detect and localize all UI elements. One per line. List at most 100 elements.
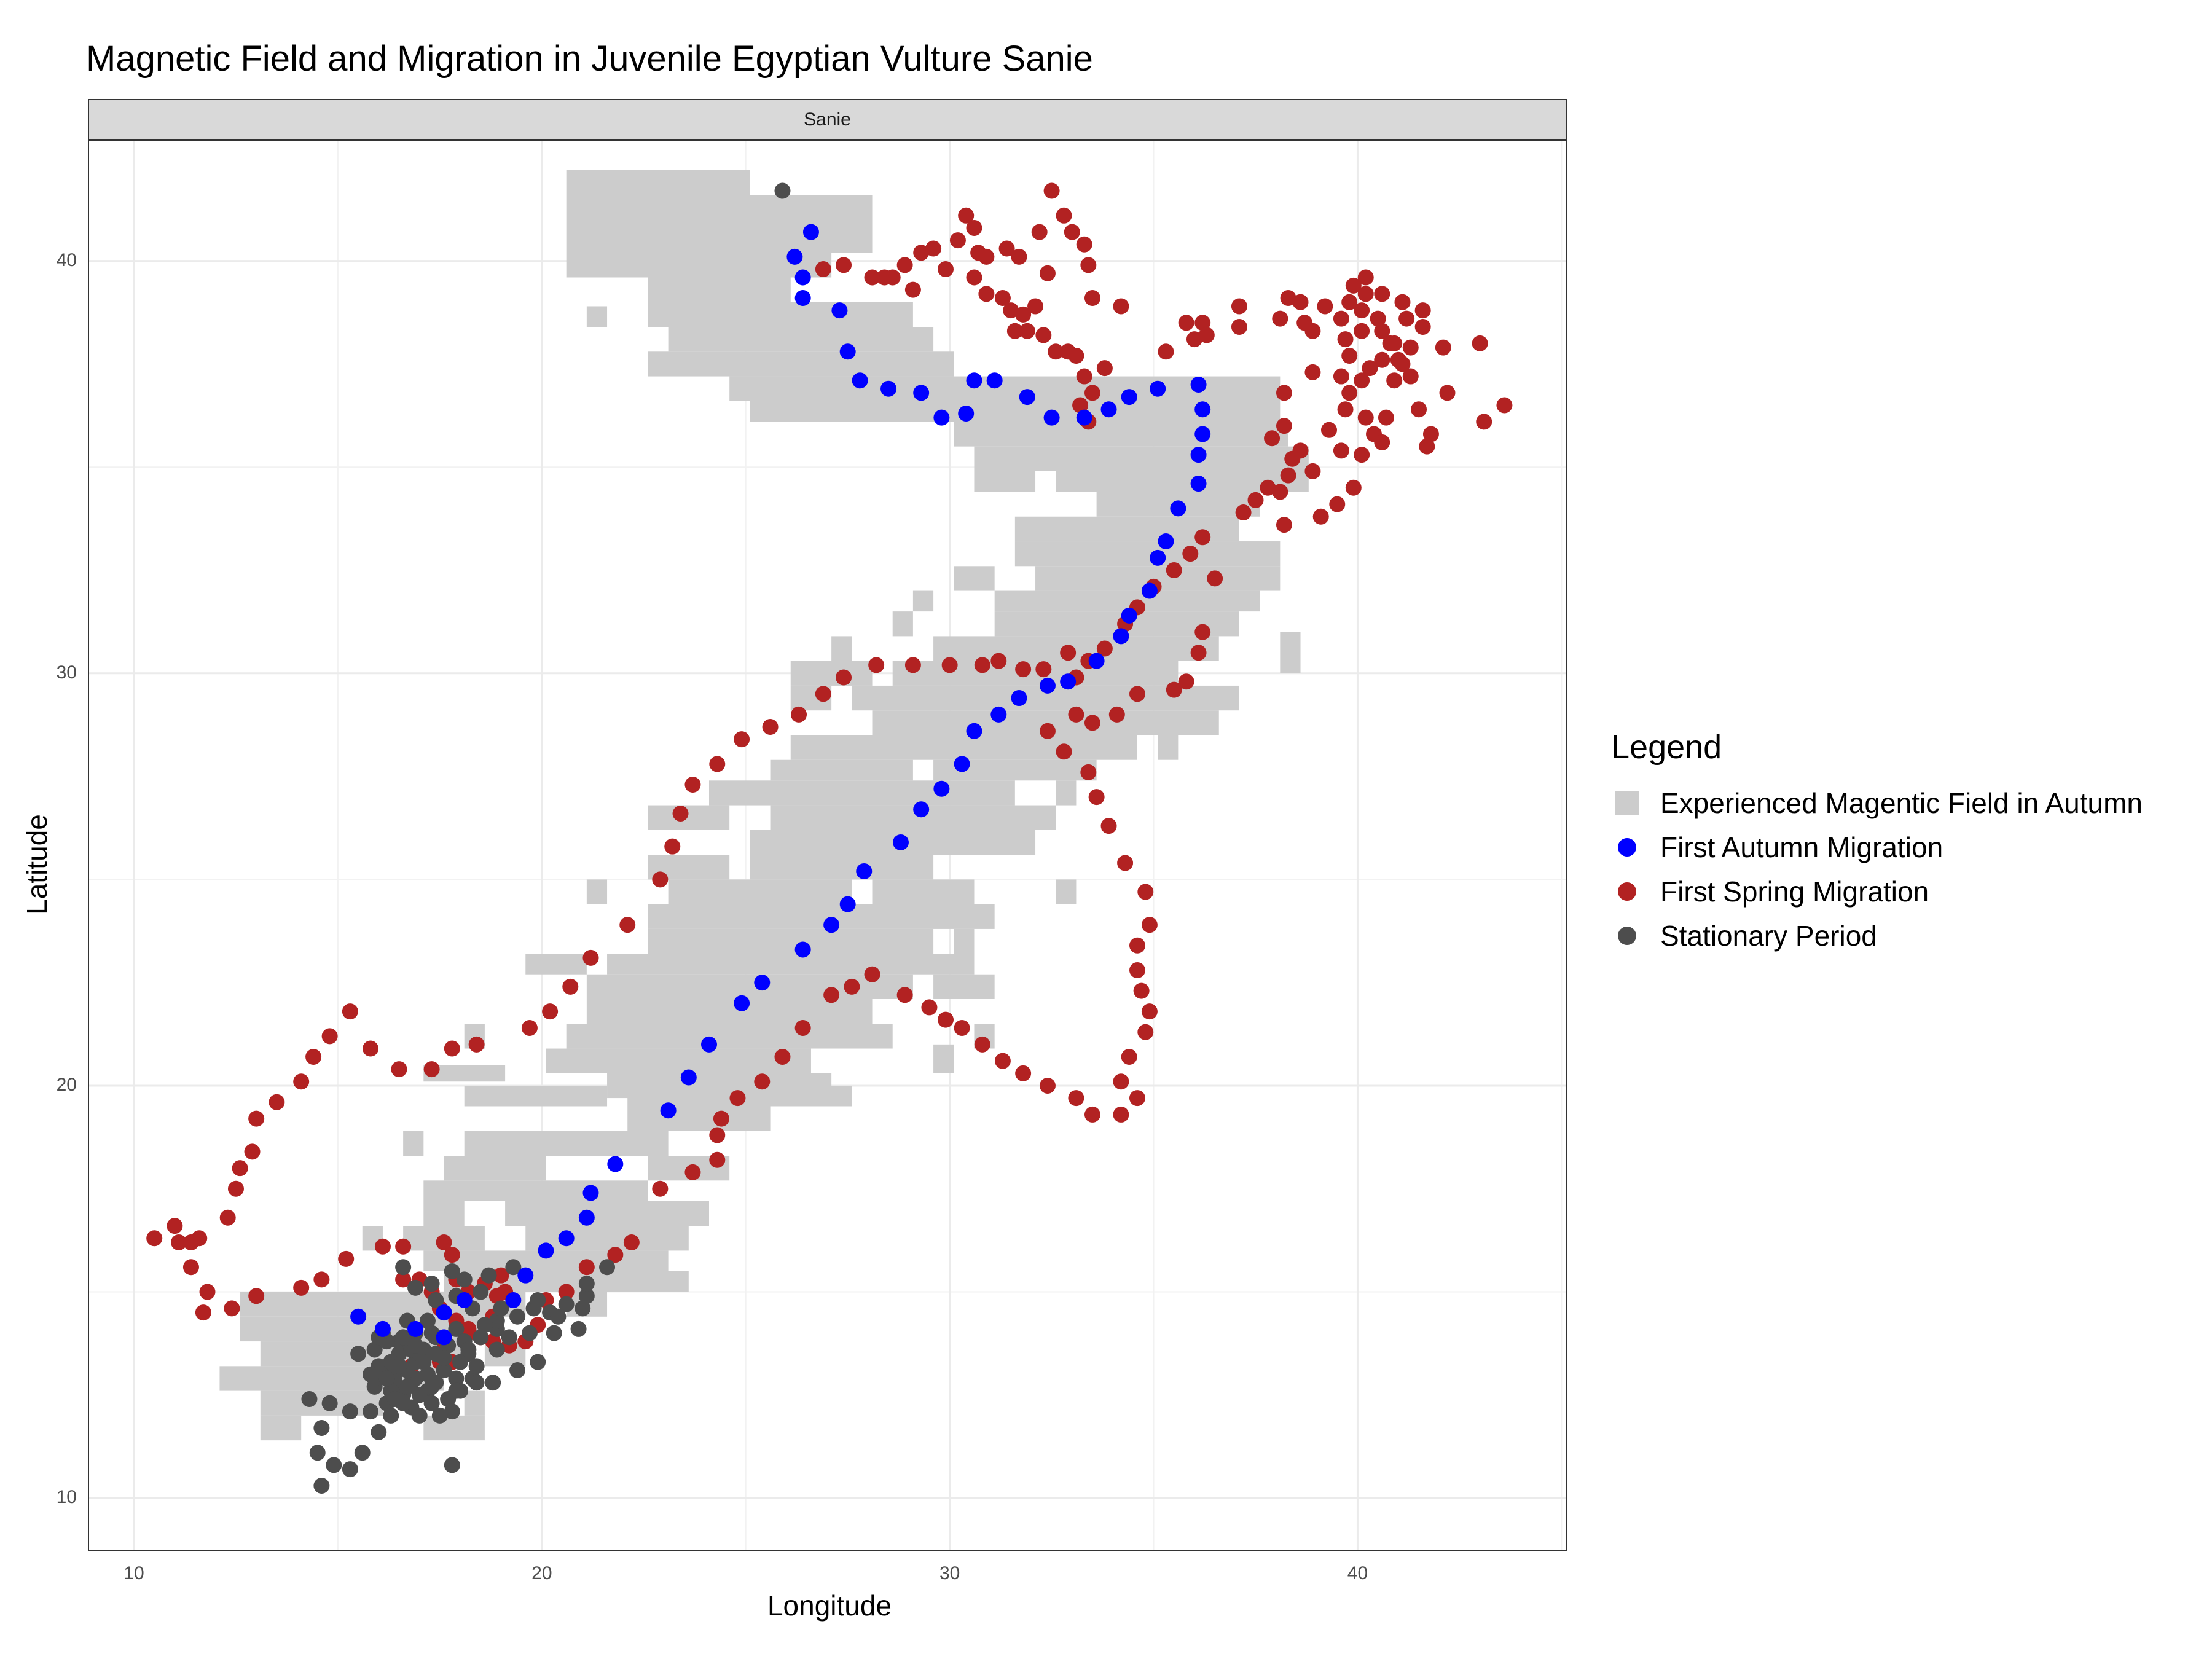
first-spring-migration-point: [998, 240, 1015, 257]
stationary-period-point: [301, 1391, 318, 1408]
magnetic-field-cell: [444, 1156, 546, 1181]
magnetic-field-cell: [648, 277, 791, 302]
magnetic-field-cell: [648, 302, 913, 327]
first-spring-migration-point: [167, 1218, 183, 1234]
first-spring-migration-point: [1084, 385, 1100, 401]
first-spring-migration-point: [815, 686, 831, 702]
first-spring-migration-point: [1378, 409, 1394, 426]
first-spring-migration-point: [1076, 236, 1092, 253]
first-spring-migration-point: [1472, 335, 1488, 351]
first-spring-migration-point: [1414, 319, 1431, 335]
stationary-period-point: [444, 1263, 460, 1279]
first-autumn-migration-point: [517, 1267, 534, 1284]
first-autumn-migration-point: [831, 302, 848, 319]
first-spring-migration-point: [1129, 686, 1145, 702]
stationary-period-point: [448, 1370, 465, 1387]
first-spring-migration-point: [1141, 1003, 1158, 1020]
stationary-period-point: [578, 1276, 595, 1292]
stationary-period-point: [444, 1403, 460, 1420]
first-spring-migration-point: [774, 1048, 791, 1065]
magnetic-field-cell: [668, 327, 934, 352]
first-spring-migration-point: [990, 653, 1007, 669]
first-spring-migration-point: [1006, 323, 1023, 339]
magnetic-field-cell: [770, 805, 1056, 830]
first-spring-migration-point: [1402, 368, 1419, 385]
first-spring-migration-point: [1096, 360, 1113, 377]
first-spring-migration-point: [896, 257, 913, 273]
first-spring-migration-point: [1247, 492, 1264, 508]
x-tick-label: 30: [939, 1563, 960, 1583]
magnetic-field-cell: [607, 954, 975, 975]
first-spring-migration-point: [1354, 323, 1370, 339]
first-spring-migration-point: [1276, 517, 1292, 533]
first-spring-migration-point: [994, 290, 1011, 307]
first-spring-migration-point: [1374, 323, 1390, 339]
first-spring-migration-point: [342, 1003, 358, 1020]
first-spring-migration-point: [313, 1271, 330, 1288]
first-spring-migration-point: [1333, 442, 1349, 459]
facet-label: Sanie: [804, 109, 851, 130]
first-autumn-migration-point: [913, 801, 930, 818]
stationary-period-point: [423, 1378, 440, 1395]
first-spring-migration-point: [521, 1019, 538, 1036]
stationary-period-point: [419, 1312, 436, 1329]
first-spring-migration-point: [1194, 529, 1211, 546]
magnetic-field-cell: [423, 1180, 648, 1201]
facet-strip: Sanie: [88, 99, 1567, 141]
stationary-period-point: [476, 1317, 493, 1333]
y-tick-label: 20: [56, 1074, 77, 1095]
first-spring-migration-point: [762, 719, 779, 735]
first-spring-migration-point: [1341, 385, 1358, 401]
first-spring-migration-point: [1341, 348, 1358, 364]
magnetic-field-cell: [750, 855, 934, 880]
stationary-period-point: [530, 1292, 546, 1308]
y-tick-label: 30: [56, 662, 77, 683]
x-tick-label: 10: [124, 1563, 144, 1583]
first-spring-migration-point: [558, 1284, 575, 1300]
plot-panel: [88, 140, 1567, 1551]
stationary-period-point: [423, 1395, 440, 1411]
first-autumn-migration-point: [582, 1185, 599, 1201]
first-spring-migration-point: [1435, 339, 1451, 356]
magnetic-field-cell: [790, 661, 873, 686]
first-spring-migration-point: [1362, 360, 1378, 377]
first-autumn-migration-point: [1060, 673, 1077, 690]
stationary-period-point: [354, 1445, 371, 1461]
magnetic-field-cell: [648, 904, 995, 929]
first-spring-migration-point: [232, 1160, 248, 1177]
first-autumn-migration-point: [1113, 628, 1129, 645]
first-autumn-migration-point: [660, 1102, 677, 1119]
magnetic-field-cell: [1014, 541, 1281, 567]
first-autumn-migration-point: [966, 372, 982, 389]
first-spring-migration-point: [1402, 339, 1419, 356]
first-spring-migration-point: [1341, 294, 1358, 310]
first-spring-migration-point: [1276, 418, 1292, 434]
legend-item-spring-migration: First Spring Migration: [1611, 869, 2143, 914]
first-spring-migration-point: [1354, 372, 1370, 389]
first-autumn-migration-point: [754, 975, 771, 991]
first-spring-migration-point: [684, 777, 701, 793]
first-autumn-migration-point: [880, 380, 897, 397]
magnetic-field-cell: [566, 170, 750, 195]
first-spring-migration-point: [1129, 962, 1145, 979]
first-spring-migration-point: [652, 871, 669, 888]
first-autumn-migration-point: [350, 1308, 367, 1325]
first-autumn-migration-point: [1190, 476, 1207, 492]
magnetic-field-cell: [546, 1048, 811, 1073]
legend-label: First Spring Migration: [1660, 876, 1929, 908]
magnetic-field-cell: [586, 974, 913, 1000]
first-spring-migration-point: [293, 1073, 310, 1090]
first-spring-migration-point: [1076, 368, 1092, 385]
first-spring-migration-point: [219, 1209, 236, 1226]
first-spring-migration-point: [1398, 310, 1415, 327]
stationary-period-point: [395, 1395, 412, 1411]
magnetic-field-cell: [954, 928, 975, 954]
stationary-period-point: [363, 1366, 379, 1382]
first-autumn-migration-point: [954, 756, 970, 772]
stationary-period-point: [371, 1424, 387, 1440]
stationary-period-point: [407, 1279, 424, 1296]
first-autumn-migration-point: [538, 1242, 554, 1259]
magnetic-field-cell: [933, 974, 995, 1000]
magnetic-field-cell: [423, 1415, 485, 1441]
first-spring-migration-point: [1121, 1048, 1137, 1065]
